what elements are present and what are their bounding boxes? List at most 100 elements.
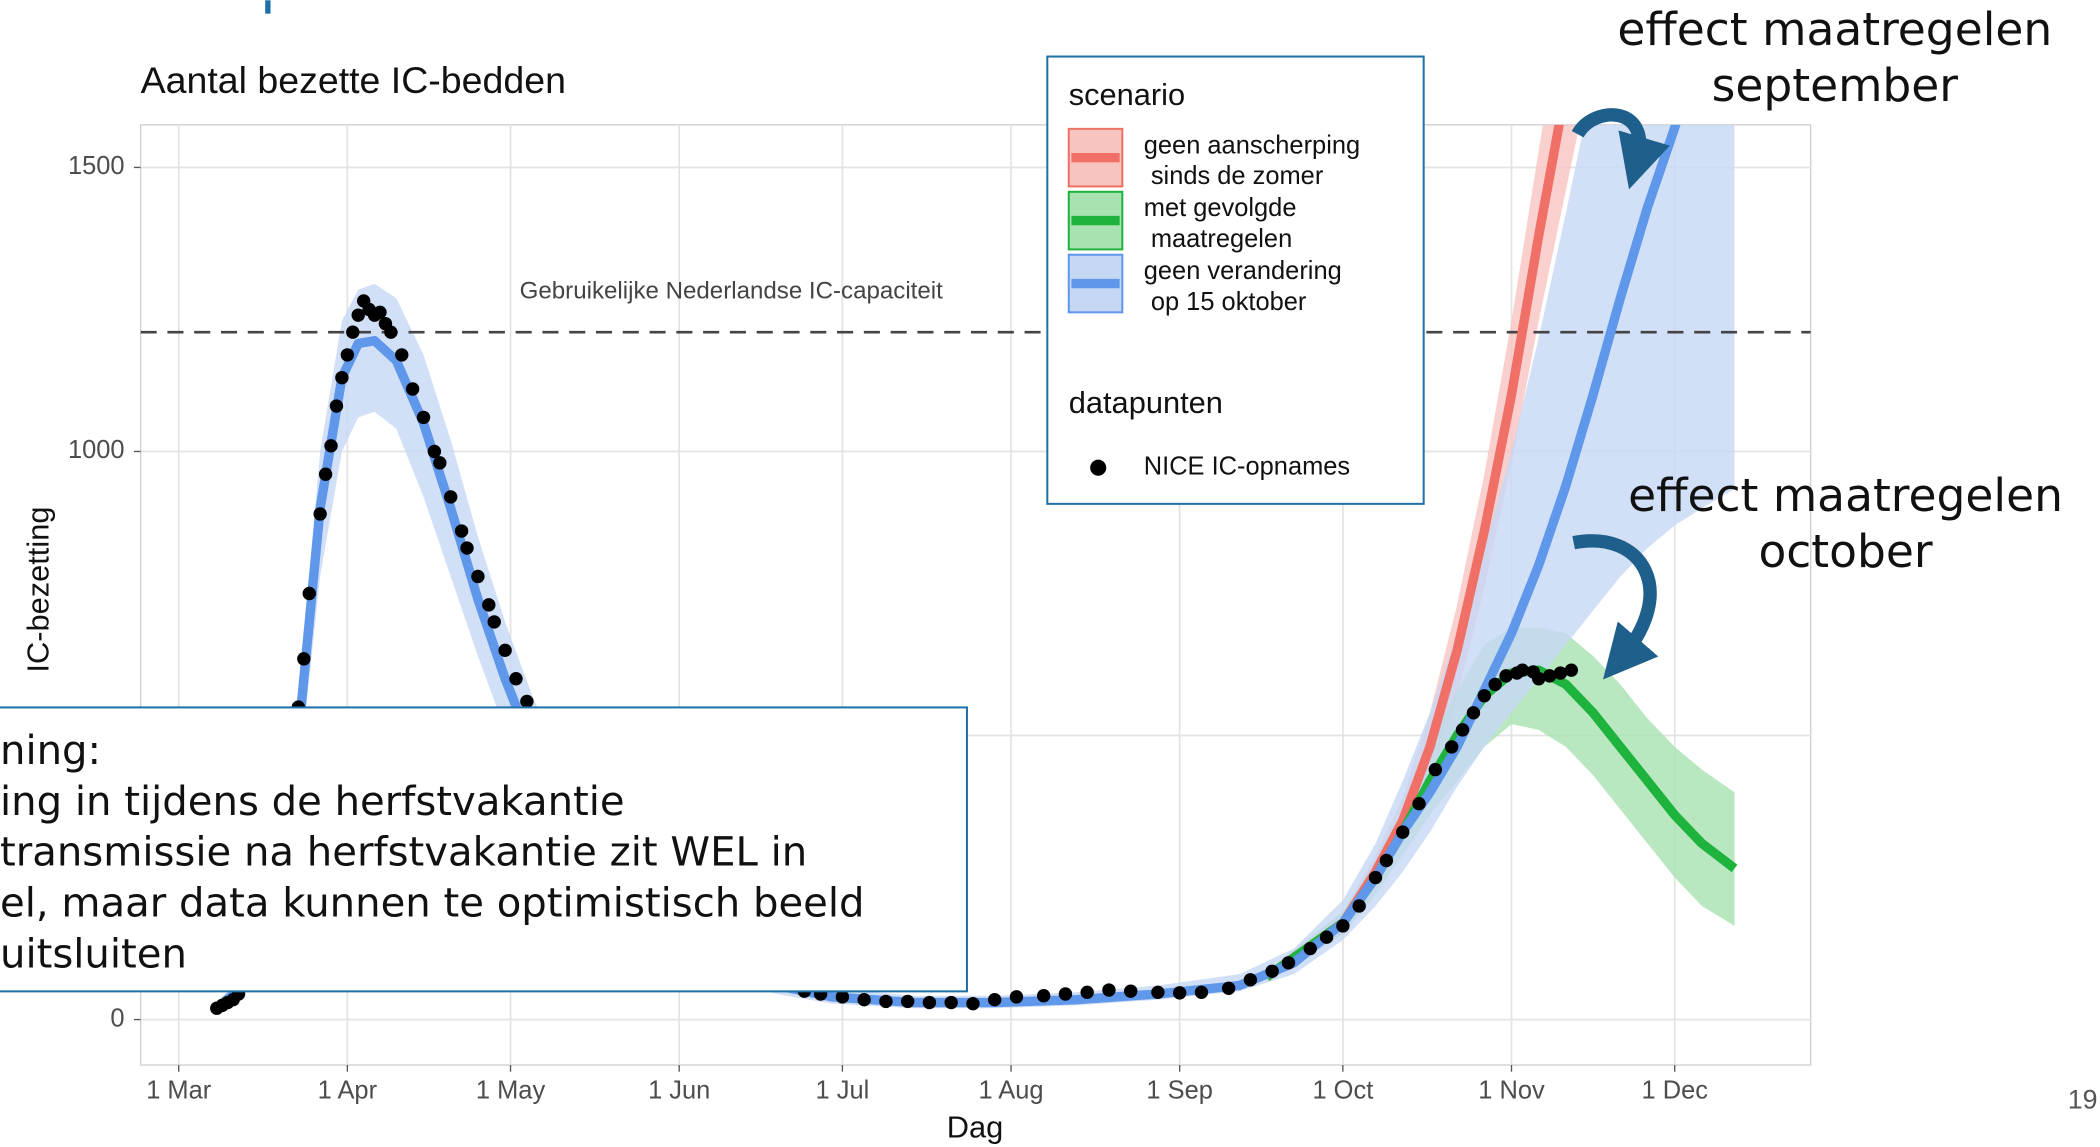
data-point (1194, 985, 1209, 999)
data-point (1352, 899, 1366, 913)
confidence-band (216, 124, 1735, 1014)
data-point (471, 569, 485, 584)
data-point (857, 992, 871, 1007)
data-point (1151, 985, 1165, 999)
data-point (1124, 984, 1138, 998)
legend-label: geen aanscherping sinds de zomer (1144, 131, 1360, 190)
data-point (1221, 981, 1236, 996)
data-point (1564, 663, 1579, 677)
x-tick-label: 1 Oct (1312, 1077, 1373, 1105)
data-point (313, 507, 327, 521)
legend-label: geen verandering op 15 oktober (1144, 257, 1342, 316)
annotation: september (1712, 59, 1959, 112)
data-point (373, 305, 387, 320)
x-axis-label: Dag (947, 1109, 1004, 1144)
data-point (1477, 689, 1492, 703)
data-point (351, 308, 365, 322)
data-point (460, 541, 474, 555)
data-point (416, 410, 431, 425)
reference-label: Gebruikelijke Nederlandse IC-capaciteit (520, 277, 943, 304)
note-box (0, 706, 968, 993)
data-point (454, 524, 469, 538)
legend-label: NICE IC-opnames (1144, 452, 1350, 480)
data-point (1281, 956, 1296, 970)
data-point (318, 467, 333, 481)
data-point (1172, 986, 1187, 1000)
legend-title: datapunten (1069, 385, 1223, 420)
page-number: 19 (2068, 1084, 2098, 1114)
data-point (1379, 853, 1394, 868)
data-point (900, 994, 915, 1009)
data-point (346, 325, 360, 339)
data-point (1488, 677, 1502, 692)
data-point (1412, 797, 1426, 811)
data-point (944, 995, 958, 1010)
data-point (988, 992, 1002, 1007)
data-point (1428, 762, 1443, 777)
data-point (384, 325, 398, 339)
data-point (433, 456, 447, 470)
data-point (1080, 985, 1094, 999)
y-tick-label: 1000 (68, 436, 125, 464)
data-point (1102, 983, 1116, 997)
note-line: ning: (0, 728, 101, 774)
data-point (1532, 672, 1546, 686)
data-point (482, 598, 496, 612)
data-point (879, 994, 893, 1009)
data-point (1265, 964, 1279, 978)
legend-key (1090, 459, 1107, 476)
data-point (395, 348, 409, 362)
data-point (1336, 919, 1350, 933)
legend-title: scenario (1069, 77, 1185, 112)
data-point (922, 995, 937, 1010)
data-point (444, 490, 458, 504)
data-point (329, 399, 344, 413)
data-point (1036, 989, 1051, 1003)
x-tick-label: 1 Sep (1146, 1077, 1212, 1105)
x-tick-label: 1 Jun (648, 1077, 710, 1105)
data-point (340, 348, 355, 362)
annotation: october (1758, 525, 1932, 578)
x-tick-label: 1 Aug (978, 1077, 1043, 1105)
data-point (335, 370, 349, 385)
data-point (498, 643, 512, 658)
legend: scenario datapunten geen aanscherping si… (1046, 55, 1425, 505)
data-point (1303, 941, 1317, 956)
chart-title: Aantal bezette IC-bedden (141, 59, 566, 101)
x-tick-label: 1 Jul (816, 1077, 870, 1105)
data-point (520, 694, 534, 709)
data-point (1444, 740, 1459, 754)
x-tick-label: 1 Apr (318, 1077, 378, 1105)
data-point (1368, 870, 1383, 885)
arrow (1572, 534, 1659, 680)
annotation: effect maatregelen (1628, 469, 2063, 522)
x-tick-label: 1 Dec (1641, 1077, 1708, 1105)
data-point (1515, 663, 1530, 677)
y-axis-label: IC-bezetting (20, 507, 55, 673)
note-line: el, maar data kunnen te optimistisch bee… (0, 881, 865, 927)
y-tick-label: 1500 (68, 152, 125, 180)
data-point (302, 586, 316, 601)
legend-label: met gevolgde maatregelen (1144, 194, 1297, 253)
data-point (324, 439, 338, 453)
confidence-band (1266, 124, 1580, 983)
data-point (487, 615, 501, 629)
data-point (1455, 723, 1470, 737)
data-point (405, 382, 420, 396)
data-point (1396, 825, 1410, 839)
arrow (1571, 108, 1670, 190)
data-point (1319, 930, 1334, 944)
data-point (1499, 669, 1513, 683)
note-line: transmissie na herfstvakantie zit WEL in (0, 830, 807, 876)
x-tick-label: 1 Nov (1478, 1077, 1545, 1105)
note: ning: ing in tijdens de herfstvakantie tr… (0, 728, 865, 978)
data-point (966, 996, 980, 1011)
data-point (835, 990, 850, 1004)
note-line: uitsluiten (0, 932, 187, 978)
y-tick-label: 0 (110, 1004, 124, 1032)
data-point (427, 444, 442, 459)
plot (140, 124, 1811, 1015)
data-point (1243, 973, 1258, 987)
